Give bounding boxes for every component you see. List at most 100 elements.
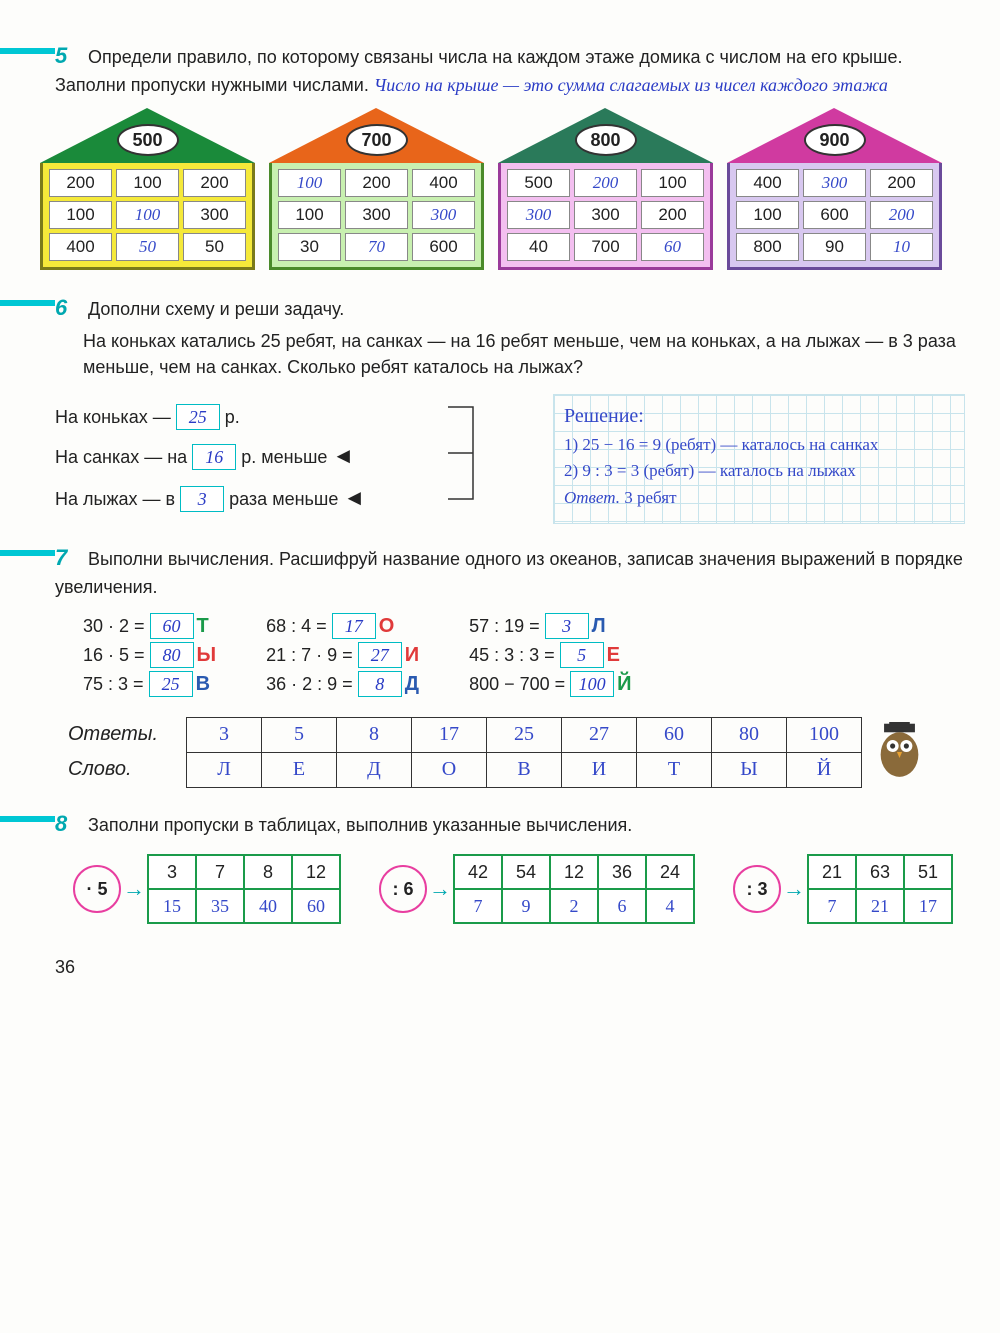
calc-row: 30 · 2 = 60Т [83,612,216,641]
house-cell: 300 [345,201,408,229]
house-cell: 300 [183,201,246,229]
house-cell: 400 [49,233,112,261]
table-cell: 42 [454,855,502,889]
calc-row: 800 − 700 = 100Й [469,670,631,699]
t6-l3b: раза меньше [229,489,338,509]
word-cell: Д [337,752,412,787]
word-cell: Й [787,752,862,787]
solution-box: Решение: 1) 25 − 16 = 9 (ребят) — катало… [553,394,965,524]
word-cell: Л [187,752,262,787]
house-cell: 100 [116,169,179,197]
calc-row: 75 : 3 = 25В [83,670,216,699]
task6-body: На коньках катались 25 ребят, на санках … [83,328,965,380]
ans-cell: 25 [487,717,562,752]
house-cell: 100 [49,201,112,229]
calc-table: 425412362479264 [453,854,695,924]
calc-row: 21 : 7 · 9 = 27И [266,641,419,670]
page-number: 36 [55,954,965,980]
house-cell: 600 [803,201,866,229]
calc-row: 57 : 19 = 3Л [469,612,631,641]
house-cell: 200 [183,169,246,197]
task5-handwriting: Число на крыше — это сумма слагаемых из … [374,75,888,95]
ans-cell: 3 [187,717,262,752]
table-cell: 54 [502,855,550,889]
word-cell: Е [262,752,337,787]
house-cell: 700 [574,233,637,261]
house-cell: 300 [803,169,866,197]
task7-num: 7 [55,542,83,574]
house-cell: 40 [507,233,570,261]
ans-cell: 17 [412,717,487,752]
task8-num: 8 [55,808,83,840]
row-ans-label: Ответы. [67,717,187,752]
calc-row: 68 : 4 = 17О [266,612,419,641]
table-cell: 36 [598,855,646,889]
table-cell: 63 [856,855,904,889]
house: 8005002001003003002004070060 [498,108,713,270]
owl-icon [872,722,927,782]
house-cell: 200 [574,169,637,197]
ans-cell: 80 [712,717,787,752]
calc-table-group: : 6→425412362479264 [379,854,695,924]
task8-tables: · 5→3781215354060: 6→425412362479264: 3→… [73,854,965,924]
house-cell: 100 [116,201,179,229]
table-cell: 3 [148,855,196,889]
t6-l2b: р. меньше [241,447,327,467]
table-cell: 4 [646,889,694,923]
house: 9004003002001006002008009010 [727,108,942,270]
task7-text: Выполни вычисления. Расшифруй название о… [55,549,963,597]
house-cell: 100 [278,169,341,197]
house-cell: 200 [49,169,112,197]
house-cell: 400 [736,169,799,197]
task7-columns: 30 · 2 = 60Т16 · 5 = 80Ы75 : 3 = 25В68 :… [83,612,965,699]
house: 5002001002001001003004005050 [40,108,255,270]
ans-value: 3 ребят [624,488,676,507]
table-cell: 6 [598,889,646,923]
house-cell: 10 [870,233,933,261]
house-cell: 600 [412,233,475,261]
ans-label: Ответ. [564,488,620,507]
table-cell: 24 [646,855,694,889]
operation-circle: : 6 [379,865,427,913]
table-cell: 17 [904,889,952,923]
t6-l1b: р. [225,407,240,427]
house-cell: 300 [574,201,637,229]
table-cell: 15 [148,889,196,923]
house-cell: 800 [736,233,799,261]
table-cell: 21 [856,889,904,923]
table-cell: 40 [244,889,292,923]
house-cell: 90 [803,233,866,261]
table-cell: 35 [196,889,244,923]
roof-label: 700 [345,124,407,156]
table-cell: 21 [808,855,856,889]
table-cell: 8 [244,855,292,889]
roof-label: 800 [574,124,636,156]
arrow-icon: → [783,873,805,905]
calc-row: 36 · 2 : 9 = 8Д [266,670,419,699]
table-cell: 7 [454,889,502,923]
word-cell: Т [637,752,712,787]
t6-l3v: 3 [180,486,224,512]
ans-cell: 60 [637,717,712,752]
house-cell: 100 [641,169,704,197]
house-cell: 30 [278,233,341,261]
table-cell: 9 [502,889,550,923]
task5-num: 5 [55,40,83,72]
t6-l2v: 16 [192,444,236,470]
house-cell: 60 [641,233,704,261]
row-word-label: Слово. [67,752,187,787]
task6-title: Дополни схему и реши задачу. [88,299,344,319]
ans-cell: 27 [562,717,637,752]
table-cell: 60 [292,889,340,923]
calc-table: 3781215354060 [147,854,341,924]
t6-l3a: На лыжах — в [55,489,175,509]
operation-circle: : 3 [733,865,781,913]
task6-schema: На коньках — 25 р. На санках — на 16 р. … [55,394,533,524]
sol-head: Решение: [564,401,954,432]
answer-table: Ответы. 358 172527 6080100 Слово. ЛЕД ОВ… [67,717,862,788]
word-cell: О [412,752,487,787]
arrow-icon: → [123,873,145,905]
table-cell: 12 [550,855,598,889]
house-cell: 50 [183,233,246,261]
house-cell: 200 [345,169,408,197]
